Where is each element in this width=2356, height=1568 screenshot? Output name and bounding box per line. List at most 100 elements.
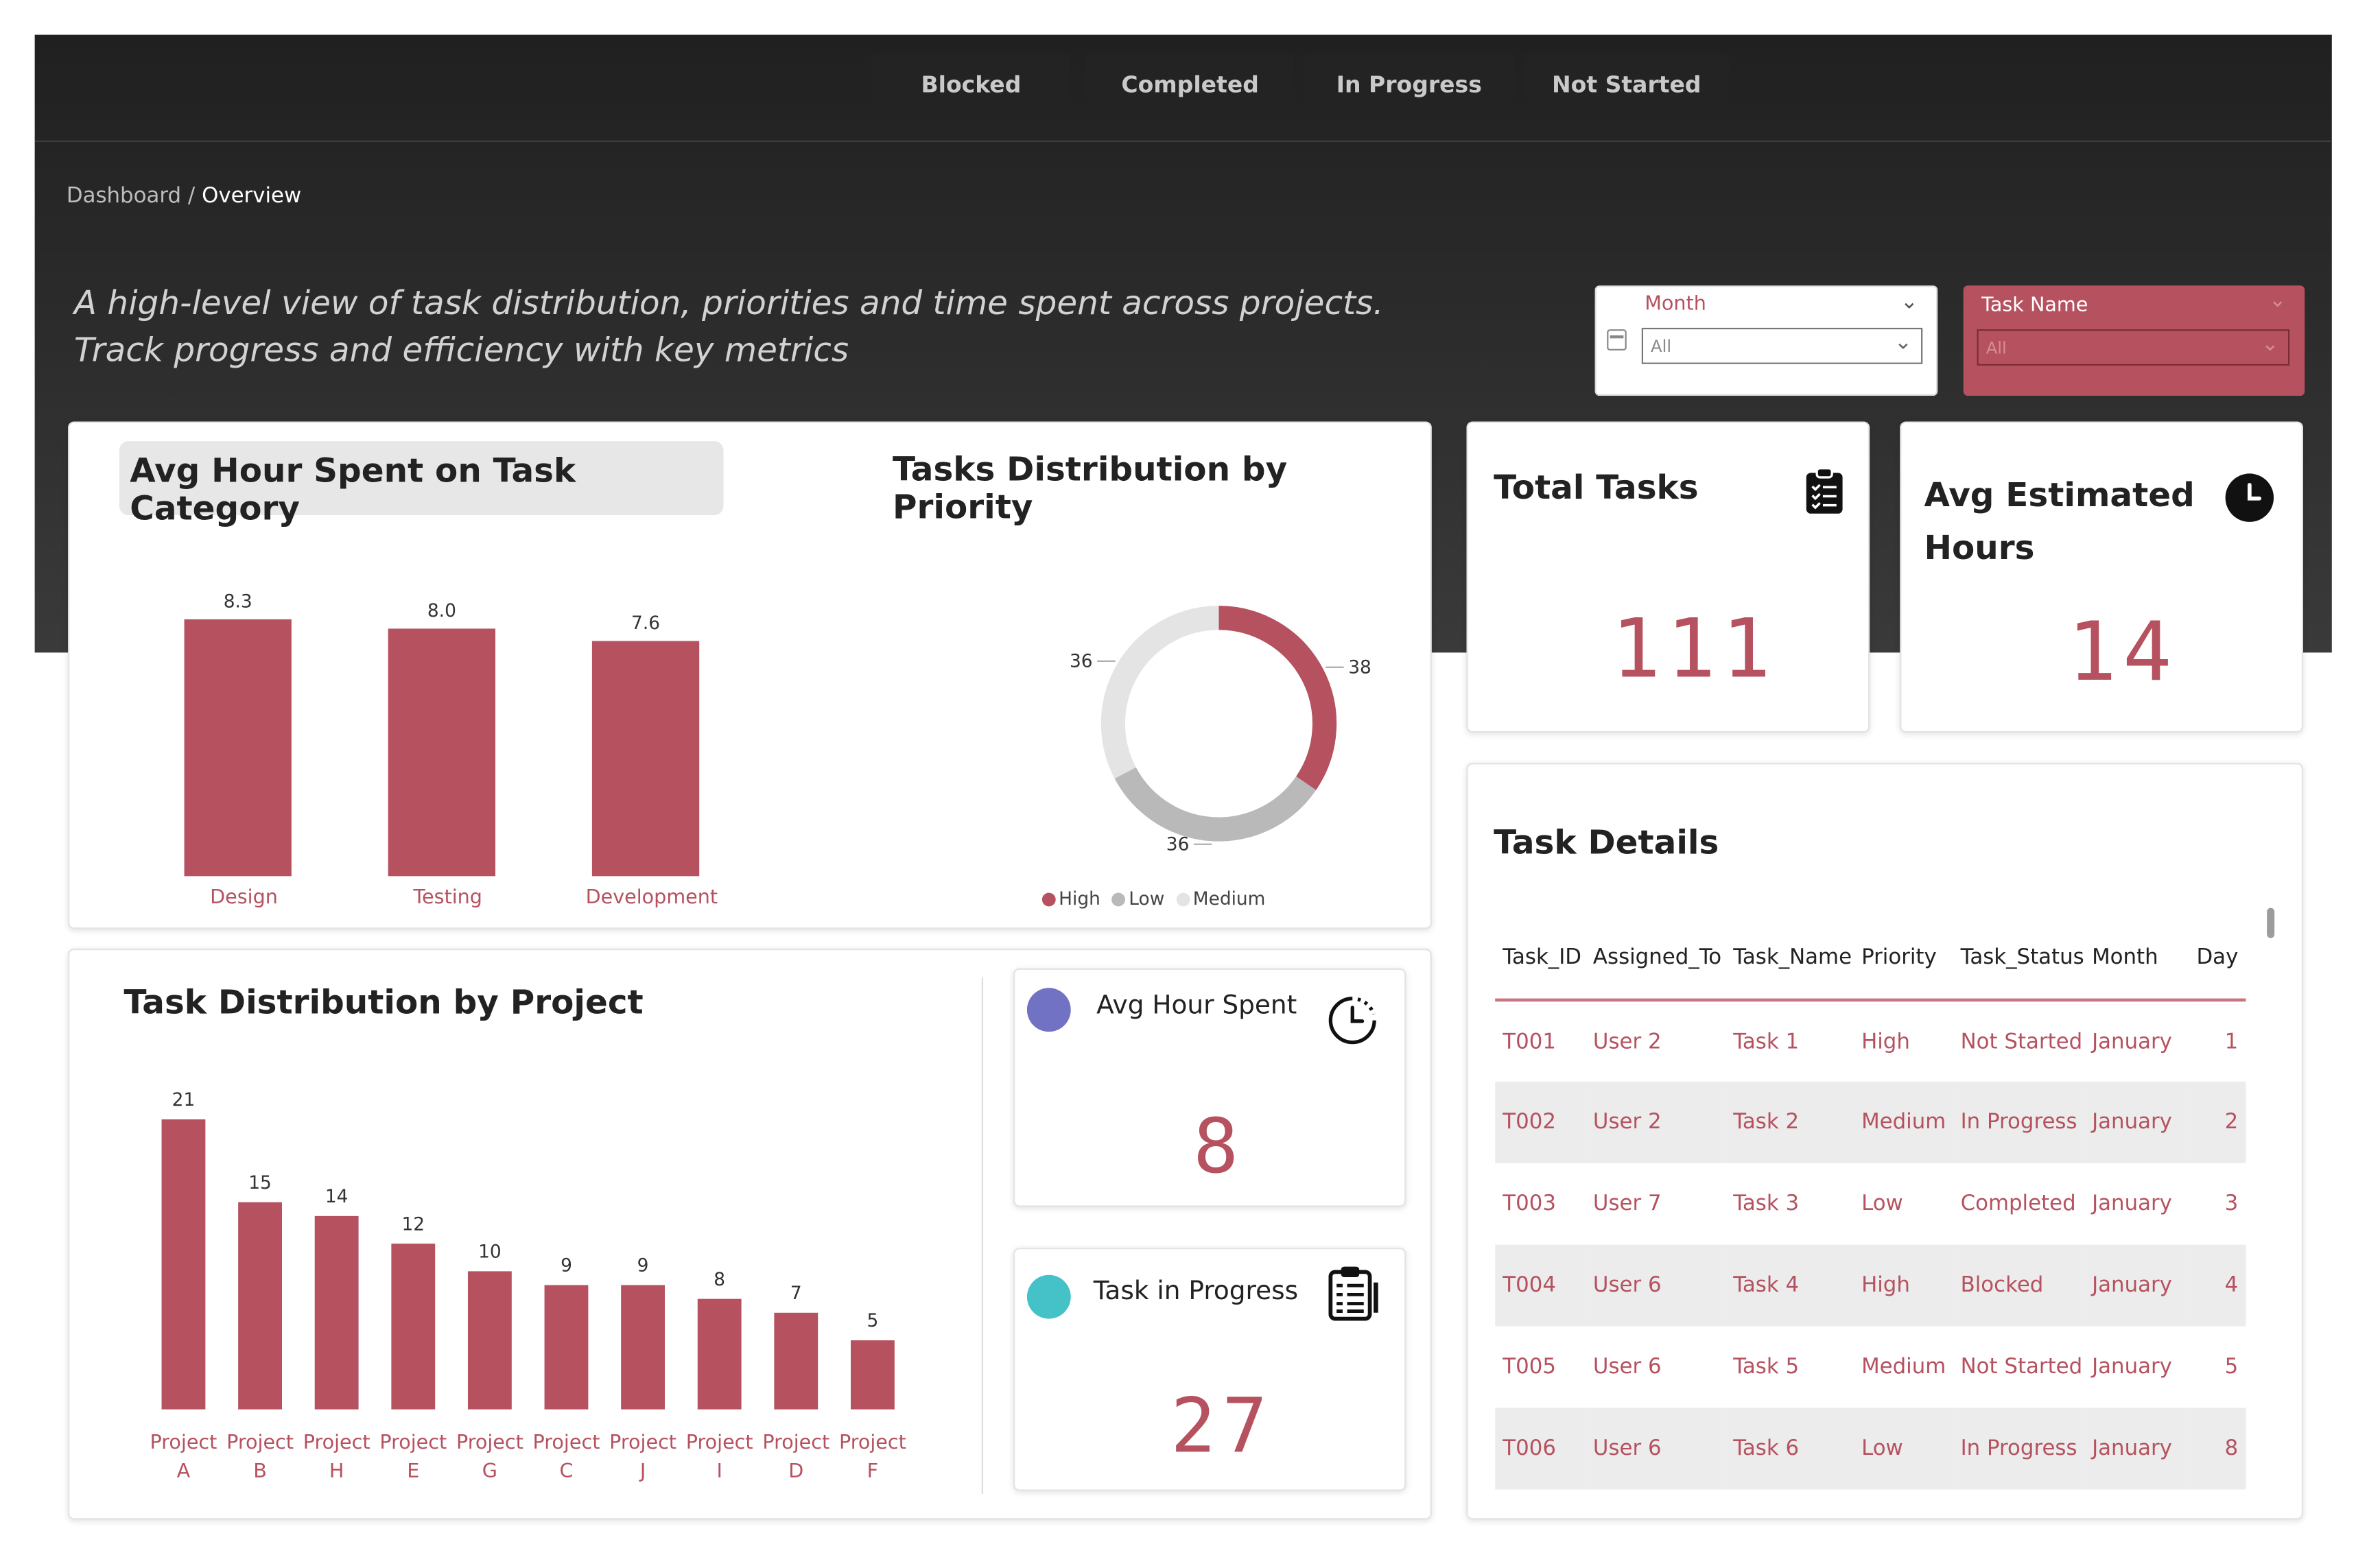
column-header[interactable]: Assigned_To bbox=[1585, 915, 1726, 1002]
table-cell: Task 3 bbox=[1733, 1191, 1800, 1216]
category-bar-chart: 8.3 Design 8.0 Testing 7.6 Development bbox=[184, 591, 718, 908]
tab-blocked[interactable]: Blocked bbox=[871, 53, 1071, 117]
table-cell: T006 bbox=[1495, 1407, 1586, 1490]
column-header[interactable]: Month bbox=[2084, 915, 2189, 1002]
donut-slice-high bbox=[1218, 606, 1337, 790]
table-row[interactable]: T005 User 6 Task 5 Medium Not Started Ja… bbox=[1495, 1327, 2246, 1408]
bar bbox=[774, 1312, 818, 1410]
clipboard-check-icon bbox=[1328, 1266, 1378, 1321]
table-cell: Completed bbox=[1960, 1191, 2076, 1216]
top-nav: Blocked Completed In Progress Not Starte… bbox=[34, 35, 2332, 143]
table-cell: 4 bbox=[2189, 1244, 2246, 1327]
chevron-down-icon: ⌄ bbox=[2261, 332, 2279, 357]
avg-hour-spent-value: 8 bbox=[1193, 1102, 1245, 1191]
column-header[interactable]: Task_Status bbox=[1953, 915, 2085, 1002]
table-cell: 8 bbox=[2189, 1407, 2246, 1490]
table-cell: January bbox=[2084, 1407, 2189, 1490]
legend-swatch-low bbox=[1112, 892, 1126, 907]
bar bbox=[238, 1202, 282, 1410]
table-cell: User 2 bbox=[1592, 1029, 1662, 1054]
table-row[interactable]: T004 User 6 Task 4 High Blocked January … bbox=[1495, 1244, 2246, 1327]
project-chart-title: Task Distribution by Project bbox=[123, 984, 644, 1023]
breadcrumb: Dashboard / Overview bbox=[67, 185, 301, 209]
table-cell: Task 6 bbox=[1725, 1407, 1854, 1490]
breadcrumb-dashboard[interactable]: Dashboard bbox=[66, 184, 182, 209]
month-filter-label: Month bbox=[1645, 293, 1706, 316]
stopwatch-icon bbox=[1328, 997, 1376, 1045]
table-cell: Medium bbox=[1854, 1081, 1953, 1163]
table-cell: 5 bbox=[2224, 1355, 2239, 1379]
task-name-filter-label: Task Name bbox=[1981, 294, 2088, 318]
data-label: 7.6 bbox=[631, 613, 660, 634]
category-label: Project bbox=[226, 1430, 294, 1453]
category-label: E bbox=[407, 1459, 419, 1482]
legend-label-medium: Medium bbox=[1192, 888, 1266, 910]
task-name-dropdown[interactable]: All ⌄ bbox=[1977, 329, 2290, 366]
bar bbox=[591, 641, 700, 877]
table-cell: Low bbox=[1854, 1407, 1953, 1490]
table-cell: Not Started bbox=[1960, 1029, 2083, 1054]
column-header[interactable]: Priority bbox=[1854, 915, 1953, 1002]
category-label: Project bbox=[456, 1430, 523, 1453]
data-label: 38 bbox=[1348, 656, 1371, 678]
total-tasks-card: Total Tasks 111 bbox=[1466, 421, 1870, 733]
table-cell: 3 bbox=[2224, 1191, 2239, 1216]
table-row[interactable]: T001 User 2 Task 1 High Not Started Janu… bbox=[1495, 1000, 2246, 1082]
tab-in-progress[interactable]: In Progress bbox=[1303, 53, 1515, 117]
legend-item-medium[interactable]: Medium bbox=[1176, 888, 1266, 910]
calendar-icon bbox=[1607, 329, 1627, 351]
chevron-down-icon[interactable]: ⌄ bbox=[1900, 289, 1918, 315]
category-label: Design bbox=[210, 885, 278, 908]
bar bbox=[388, 628, 496, 877]
table-row[interactable]: T002 User 2 Task 2 Medium In Progress Ja… bbox=[1495, 1081, 2246, 1163]
total-tasks-value: 111 bbox=[1611, 601, 1777, 697]
legend-label-high: High bbox=[1059, 888, 1100, 910]
avg-estimated-hours-value: 14 bbox=[2067, 604, 2178, 700]
table-cell: Task 4 bbox=[1725, 1244, 1854, 1327]
task-name-filter[interactable]: Task Name ⌄ All ⌄ bbox=[1963, 285, 2305, 396]
table-cell: High bbox=[1854, 1244, 1953, 1327]
task-name-dropdown-value: All bbox=[1986, 338, 2007, 358]
bar bbox=[850, 1340, 895, 1410]
avg-hour-spent-dot bbox=[1026, 988, 1071, 1032]
month-dropdown[interactable]: All ⌄ bbox=[1641, 327, 1923, 364]
table-cell: January bbox=[2084, 1081, 2189, 1163]
project-bar-chart: 21 Project A 15 Project B 14 Project H 12 Project E… bbox=[150, 1089, 906, 1482]
tab-not-started[interactable]: Not Started bbox=[1524, 53, 1730, 117]
table-cell: User 6 bbox=[1585, 1244, 1726, 1327]
tagline-line-1: A high-level view of task distribution, … bbox=[73, 285, 1384, 324]
tagline-line-2: Track progress and efficiency with key m… bbox=[73, 332, 849, 370]
bar bbox=[184, 619, 292, 877]
avg-hour-spent-card: Avg Hour Spent 8 bbox=[1013, 968, 1406, 1207]
month-filter[interactable]: Month ⌄ All ⌄ bbox=[1594, 285, 1938, 396]
table-scrollbar[interactable] bbox=[2267, 907, 2275, 938]
data-label: 8.3 bbox=[224, 591, 252, 612]
avg-hour-spent-title: Avg Hour Spent bbox=[1096, 990, 1297, 1021]
table-row[interactable]: T006 User 6 Task 6 Low In Progress Janua… bbox=[1495, 1407, 2246, 1490]
category-label: Project bbox=[839, 1430, 906, 1453]
table-cell: User 2 bbox=[1585, 1081, 1726, 1163]
avg-estimated-title-line-2: Hours bbox=[1924, 530, 2035, 569]
data-label: 36 bbox=[1070, 651, 1093, 672]
tab-completed[interactable]: Completed bbox=[1085, 53, 1295, 117]
table-cell: T002 bbox=[1495, 1081, 1586, 1163]
chevron-down-icon[interactable]: ⌄ bbox=[2268, 288, 2287, 313]
column-header[interactable]: Task_ID bbox=[1495, 915, 1586, 1002]
category-label: Project bbox=[533, 1430, 600, 1453]
column-header[interactable]: Day bbox=[2189, 915, 2246, 1002]
category-priority-card: Avg Hour Spent on Task Category 8.3 Desig… bbox=[68, 421, 1432, 929]
bar bbox=[161, 1119, 206, 1410]
task-in-progress-value: 27 bbox=[1170, 1382, 1274, 1470]
data-label: 15 bbox=[248, 1172, 272, 1193]
table-cell: Task 5 bbox=[1733, 1355, 1800, 1379]
column-header[interactable]: Task_Name bbox=[1725, 915, 1854, 1002]
bar bbox=[697, 1298, 742, 1410]
legend-item-high[interactable]: High bbox=[1041, 888, 1100, 910]
table-cell: In Progress bbox=[1953, 1407, 2085, 1490]
table-cell: High bbox=[1861, 1029, 1910, 1054]
table-row[interactable]: T003 User 7 Task 3 Low Completed January… bbox=[1495, 1163, 2246, 1245]
category-label: A bbox=[177, 1459, 191, 1482]
clock-icon bbox=[2225, 473, 2274, 522]
legend-item-low[interactable]: Low bbox=[1112, 888, 1164, 910]
